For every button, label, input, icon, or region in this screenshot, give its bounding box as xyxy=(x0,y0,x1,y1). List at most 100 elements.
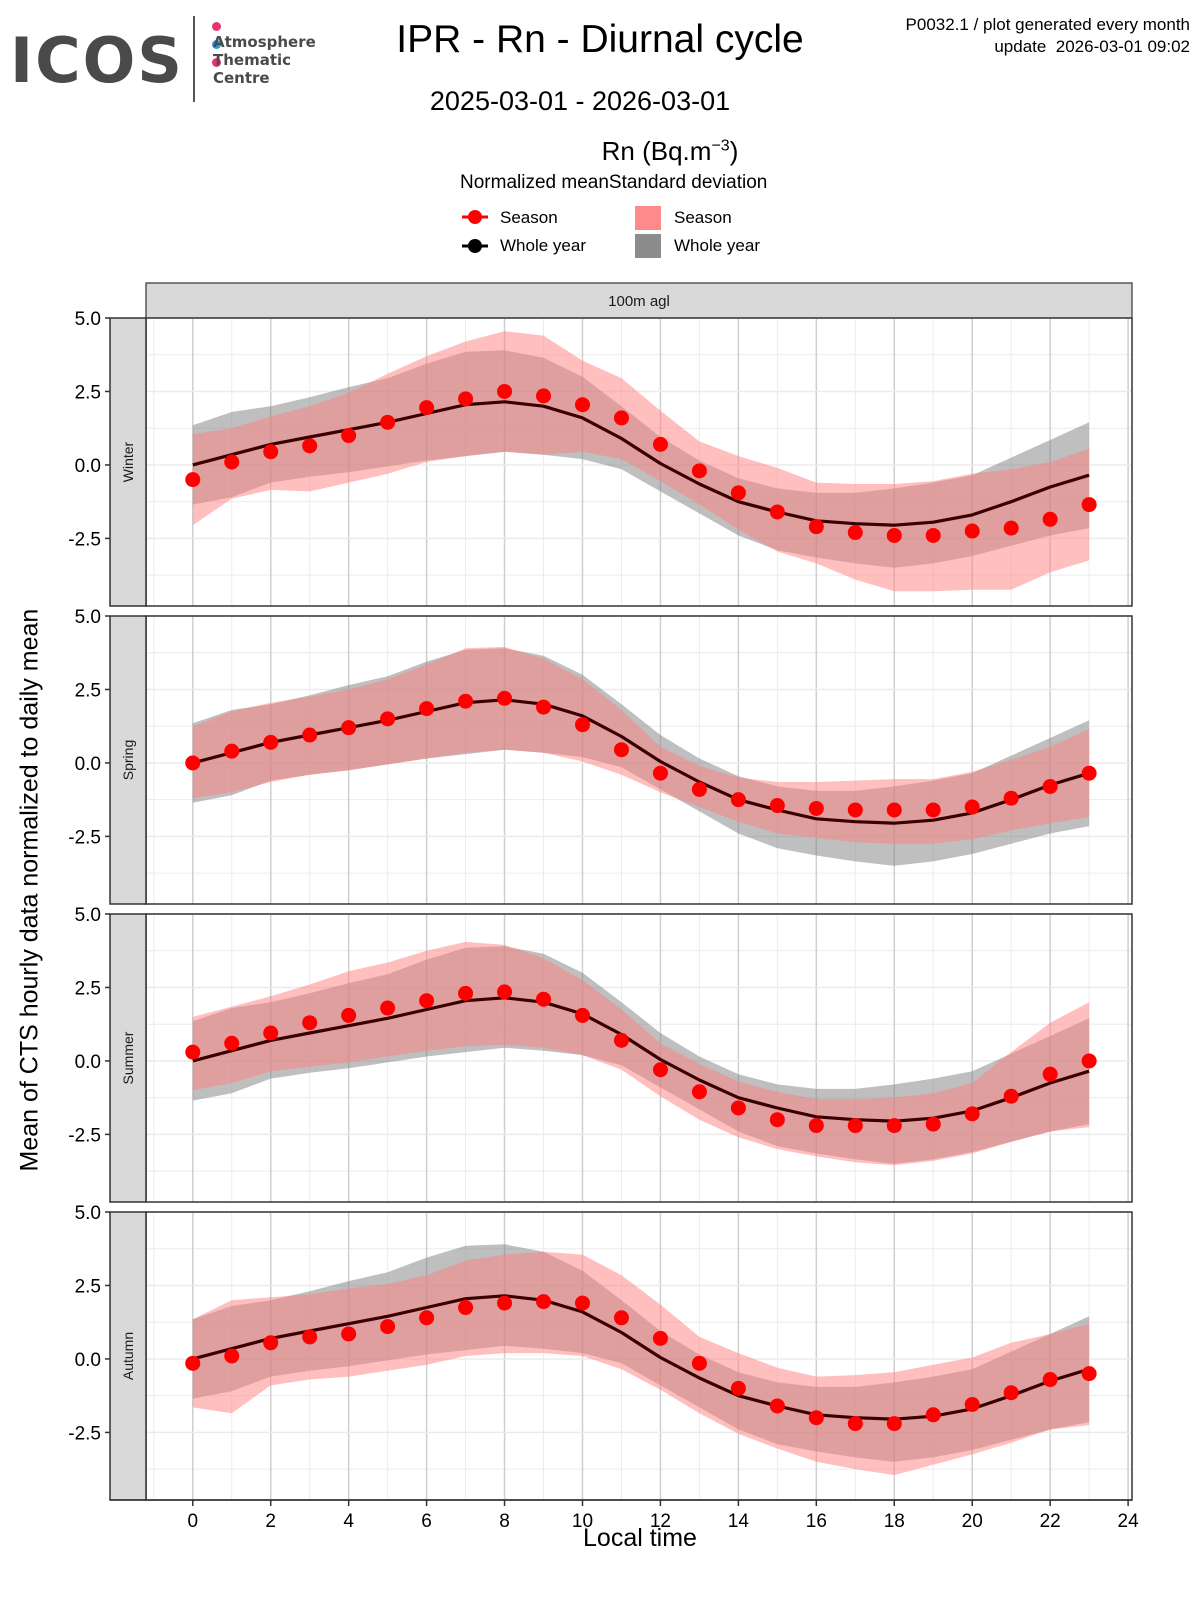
logo-subtitle-line: Atmosphere xyxy=(213,33,316,51)
point-season-mean xyxy=(380,711,396,727)
point-season-mean xyxy=(536,699,552,715)
logo-dot-3 xyxy=(212,58,221,67)
y-tick-label: 2.5 xyxy=(75,1276,101,1297)
point-season-mean xyxy=(886,1416,902,1432)
point-season-mean xyxy=(925,802,941,818)
point-season-mean xyxy=(1042,1066,1058,1082)
facet-label-summer: Summer xyxy=(120,1031,136,1084)
point-season-mean xyxy=(302,1329,318,1345)
y-tick-label: 5.0 xyxy=(75,905,101,926)
y-tick-label: 2.5 xyxy=(75,978,101,999)
point-season-mean xyxy=(185,1044,201,1060)
legend-label-season-mean: Season xyxy=(500,208,558,227)
panel-winter: Winter 5.0 2.5 0.0 -2.5 xyxy=(68,309,1133,607)
line-whole-year-mean xyxy=(192,996,1090,1123)
panel-autumn: Autumn 5.0 2.5 0.0 -2.5 xyxy=(68,1203,1133,1501)
point-season-mean xyxy=(419,993,435,1009)
x-axis-label: Local time xyxy=(583,1524,697,1552)
plot-id-note: P0032.1 / plot generated every month xyxy=(905,15,1190,34)
point-season-mean xyxy=(458,985,474,1001)
legend-swatch-whole-year-sd xyxy=(635,234,661,258)
x-tick-label: 8 xyxy=(499,1511,510,1532)
point-season-mean xyxy=(536,388,552,404)
point-season-mean xyxy=(263,1025,279,1041)
logo-subtitle-line: Centre xyxy=(213,69,270,87)
point-season-mean xyxy=(185,755,201,771)
point-season-mean xyxy=(574,717,590,733)
y-tick-label: -2.5 xyxy=(68,1125,101,1146)
point-season-mean xyxy=(419,400,435,416)
legend-titles: Normalized meanStandard deviation xyxy=(460,172,767,194)
point-season-mean xyxy=(263,734,279,750)
point-season-mean xyxy=(224,1035,240,1051)
facet-strip-top xyxy=(145,282,1133,319)
legend-label-whole-year-sd: Whole year xyxy=(674,236,760,255)
facet-label-spring: Spring xyxy=(120,740,136,780)
point-season-mean xyxy=(730,1380,746,1396)
x-tick-label: 20 xyxy=(962,1511,983,1532)
point-season-mean xyxy=(458,693,474,709)
point-season-mean xyxy=(497,984,513,1000)
point-season-mean xyxy=(419,1310,435,1326)
update-timestamp: update 2026-03-01 09:02 xyxy=(994,37,1190,56)
point-season-mean xyxy=(224,743,240,759)
x-tick-label: 16 xyxy=(806,1511,827,1532)
point-season-mean xyxy=(808,1410,824,1426)
x-tick-label: 4 xyxy=(343,1511,354,1532)
point-season-mean xyxy=(652,1062,668,1078)
y-tick-label: 2.5 xyxy=(75,382,101,403)
y-tick-label: 5.0 xyxy=(75,309,101,330)
point-season-mean xyxy=(730,485,746,501)
point-season-mean xyxy=(497,383,513,399)
point-season-mean xyxy=(224,454,240,470)
y-tick-label: -2.5 xyxy=(68,1423,101,1444)
point-season-mean xyxy=(574,1007,590,1023)
facet-strip-season xyxy=(109,615,147,905)
point-season-mean xyxy=(574,397,590,413)
x-tick-label: 10 xyxy=(572,1511,593,1532)
facet-label-winter: Winter xyxy=(120,441,136,482)
point-season-mean xyxy=(341,428,357,444)
point-season-mean xyxy=(302,1015,318,1031)
point-season-mean xyxy=(769,1398,785,1414)
point-season-mean xyxy=(652,765,668,781)
point-season-mean xyxy=(1081,765,1097,781)
point-season-mean xyxy=(380,414,396,430)
x-tick-label: 0 xyxy=(187,1511,198,1532)
point-season-mean xyxy=(1003,1385,1019,1401)
legend-swatch-season-sd xyxy=(635,206,661,230)
point-season-mean xyxy=(964,1396,980,1412)
x-tick-label: 12 xyxy=(650,1511,671,1532)
y-axis-label: Mean of CTS hourly data normalized to da… xyxy=(15,608,44,1172)
panel-summer: Summer 5.0 2.5 0.0 -2.5 xyxy=(68,905,1133,1203)
y-tick-label: 0.0 xyxy=(75,754,101,775)
point-season-mean xyxy=(1042,511,1058,527)
point-season-mean xyxy=(497,1295,513,1311)
logo-dot-2 xyxy=(212,40,221,49)
x-tick-label: 2 xyxy=(265,1511,276,1532)
y-tick-label: 5.0 xyxy=(75,607,101,628)
point-season-mean xyxy=(691,1084,707,1100)
legend-key-season-mean xyxy=(462,210,488,224)
logo-subtitle: Atmosphere Thematic Centre xyxy=(213,33,316,87)
legend-title-sd: Standard deviation xyxy=(608,172,768,193)
point-season-mean xyxy=(886,1118,902,1134)
line-whole-year-mean xyxy=(192,400,1090,527)
y-tick-label: -2.5 xyxy=(68,529,101,550)
unit-label: Rn (Bq.m−3) xyxy=(480,136,860,167)
x-tick-label: 18 xyxy=(884,1511,905,1532)
logo-dots xyxy=(212,18,225,72)
point-season-mean xyxy=(1042,778,1058,794)
point-season-mean xyxy=(613,742,629,758)
chart-title: IPR - Rn - Diurnal cycle xyxy=(396,18,804,61)
unit-base: Rn (Bq.m xyxy=(601,136,712,166)
point-season-mean xyxy=(691,463,707,479)
point-season-mean xyxy=(769,798,785,814)
point-season-mean xyxy=(574,1295,590,1311)
point-season-mean xyxy=(925,1407,941,1423)
unit-close: ) xyxy=(729,136,739,166)
point-season-mean xyxy=(769,1112,785,1128)
point-season-mean xyxy=(1081,1053,1097,1069)
point-season-mean xyxy=(964,1106,980,1122)
facet-strip-season xyxy=(109,1211,147,1501)
